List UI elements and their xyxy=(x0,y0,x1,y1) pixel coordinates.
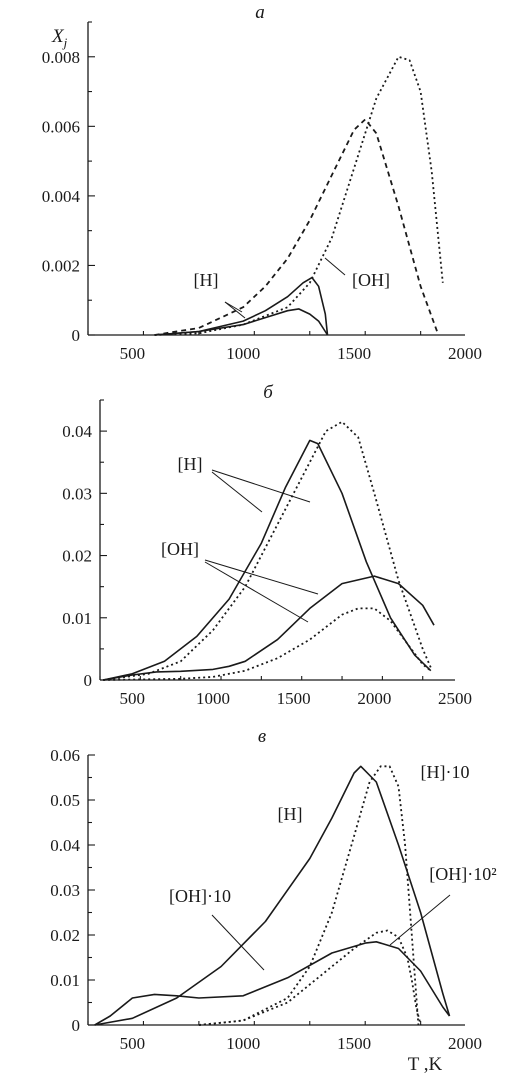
panel-label: в xyxy=(258,726,266,747)
y-tick-label: 0.03 xyxy=(62,484,92,503)
x-tick-label: 500 xyxy=(120,1034,146,1053)
annotation-oh: [OH] xyxy=(352,270,390,290)
x-tick-label: 2000 xyxy=(448,344,482,363)
annotation-oh-times-100: [OH]·10² xyxy=(429,864,496,884)
pointer-line xyxy=(204,559,319,595)
annotation-h: [H] xyxy=(178,454,203,474)
x-tick-label: 1500 xyxy=(277,689,311,708)
series-line-1 xyxy=(154,308,329,336)
series-line-1 xyxy=(198,765,420,1026)
annotation-h: [H] xyxy=(194,270,219,290)
y-tick-label: 0.03 xyxy=(50,881,80,900)
series-line-0 xyxy=(103,439,432,681)
pointer-line xyxy=(224,301,243,313)
panel-label: б xyxy=(263,382,274,403)
pointer-line xyxy=(389,894,451,946)
x-tick-label: 1000 xyxy=(226,344,260,363)
y-tick-label: 0.02 xyxy=(62,547,92,566)
x-tick-label: 1500 xyxy=(337,1034,371,1053)
pointer-line xyxy=(211,471,263,513)
y-tick-label: 0.06 xyxy=(50,746,80,765)
annotation-oh-times-10: [OH]·10 xyxy=(169,886,231,906)
y-tick-label: 0 xyxy=(72,326,81,345)
x-tick-label: 1000 xyxy=(196,689,230,708)
x-tick-label: 500 xyxy=(120,689,146,708)
chart-panel-2: 500 1000 1500 2000 0 0.01 0.02 0.03 0.04 0.05 0.06… xyxy=(50,726,482,1053)
y-tick-label: 0.002 xyxy=(42,256,80,275)
y-tick-label: 0 xyxy=(84,671,93,690)
chart-panel-1: 500 1000 1500 2000 2500 0 0.01 0.02 0.03 0.04 б xyxy=(62,382,472,708)
x-tick-label: 2500 xyxy=(438,689,472,708)
series-line-3 xyxy=(154,55,444,336)
y-axis-title: Xj xyxy=(51,26,68,50)
y-tick-label: 0.05 xyxy=(50,791,80,810)
x-tick-label: 1000 xyxy=(226,1034,260,1053)
chart-panel-0: 500 1000 1500 2000 0 0.002 0.004 0.006 0.008 a xyxy=(42,2,482,363)
y-tick-label: 0.01 xyxy=(62,609,92,628)
y-axis-title-subscript: j xyxy=(62,35,68,50)
series-line-0 xyxy=(94,765,451,1026)
pointer-line xyxy=(211,914,265,971)
series-line-0 xyxy=(154,276,329,336)
y-tick-label: 0.04 xyxy=(50,836,80,855)
panel-label: a xyxy=(255,2,265,23)
y-tick-label: 0 xyxy=(72,1016,81,1035)
y-tick-label: 0.04 xyxy=(62,422,92,441)
y-tick-label: 0.008 xyxy=(42,48,80,67)
series-line-2 xyxy=(94,941,451,1026)
pointer-line xyxy=(204,561,309,623)
series-line-3 xyxy=(103,607,432,681)
y-tick-label: 0.006 xyxy=(42,117,80,136)
x-tick-label: 1500 xyxy=(337,344,371,363)
pointer-line xyxy=(224,301,246,319)
x-tick-label: 2000 xyxy=(448,1034,482,1053)
x-tick-label: 2000 xyxy=(357,689,391,708)
pointer-line xyxy=(211,469,311,503)
series-line-1 xyxy=(103,420,432,681)
series-line-2 xyxy=(103,575,435,681)
y-tick-label: 0.02 xyxy=(50,926,80,945)
series-line-3 xyxy=(198,929,422,1026)
annotation-h-times-10: [H]·10 xyxy=(421,762,470,782)
y-tick-label: 0.004 xyxy=(42,187,81,206)
y-tick-label: 0.01 xyxy=(50,971,80,990)
annotation-h: [H] xyxy=(278,804,303,824)
x-tick-label: 500 xyxy=(120,344,146,363)
pointer-line xyxy=(324,257,346,276)
x-axis-title: T ,K xyxy=(408,1054,443,1075)
series-line-2 xyxy=(154,118,440,336)
annotation-oh: [OH] xyxy=(161,539,199,559)
